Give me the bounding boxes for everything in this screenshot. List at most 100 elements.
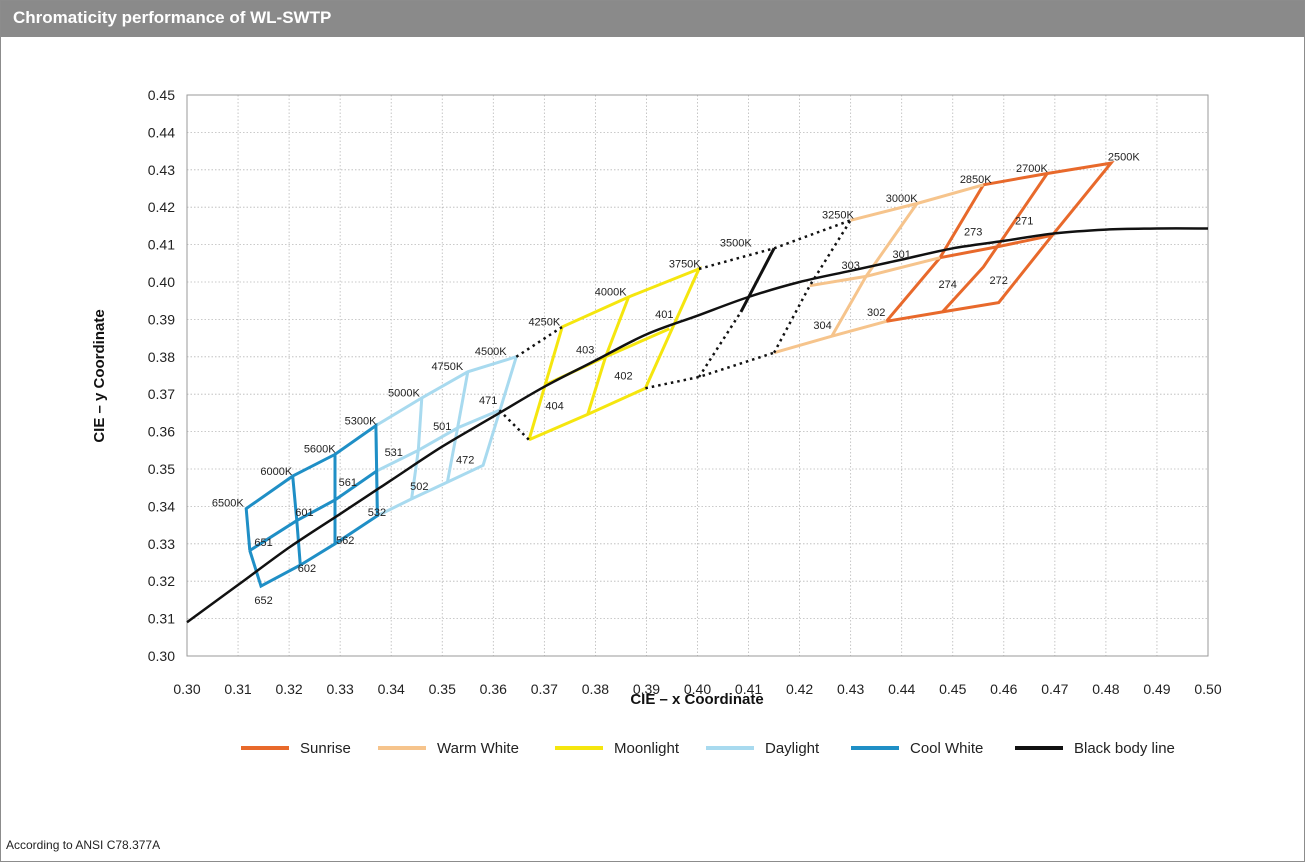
x-tick-label: 0.42 [786,681,813,697]
bin-label: 3000K [886,193,918,205]
y-tick-label: 0.45 [148,87,175,103]
series-3500k-line [739,247,776,313]
bin-label: 3250K [822,210,854,222]
y-tick-label: 0.33 [148,536,175,552]
bin-label: 304 [813,320,831,332]
bin-label: 5000K [388,387,420,399]
x-tick-label: 0.39 [633,681,660,697]
series-daylight-line [376,408,500,473]
y-tick-label: 0.37 [148,386,175,402]
legend-label: Moonlight [614,740,680,757]
bin-label: 303 [841,260,859,272]
bin-label: 2500K [1108,152,1140,164]
bin-label: 404 [545,400,563,412]
page-title: Chromaticity performance of WL-SWTP [13,8,332,27]
bin-label: 561 [339,477,357,489]
x-tick-label: 0.48 [1092,681,1119,697]
bin-label: 2850K [960,174,992,186]
bin-label: 4250K [528,316,560,328]
y-tick-label: 0.40 [148,274,175,290]
title-bar: Chromaticity performance of WL-SWTP [1,1,1304,37]
x-tick-label: 0.36 [480,681,507,697]
bin-label: 5600K [304,443,336,455]
bin-label: 274 [938,279,956,291]
axes: 0.30 0.31 0.32 0.33 0.34 0.35 0.36 0.37 0.38 0.39… [148,87,1222,697]
series-boundary-line [498,409,530,441]
bin-label: 402 [614,371,632,383]
y-tick-label: 0.32 [148,573,175,589]
bin-label: 302 [867,307,885,319]
bin-label: 562 [336,535,354,547]
x-tick-label: 0.49 [1143,681,1170,697]
bin-label: 6000K [260,466,292,478]
series-sunrise-line [939,233,1053,260]
series-sunrise-line [941,172,1049,313]
series-boundary-line [515,325,563,358]
x-axis-label: CIE – x Coordinate [630,691,763,708]
y-tick-label: 0.43 [148,162,175,178]
bin-label: 403 [576,344,594,356]
y-tick-label: 0.31 [148,611,175,627]
x-tick-label: 0.44 [888,681,915,697]
x-tick-label: 0.40 [684,681,711,697]
legend-label: Daylight [765,740,820,757]
x-tick-label: 0.34 [378,681,405,697]
bin-label: 652 [254,595,272,607]
bin-label: 3750K [669,258,701,270]
y-tick-label: 0.36 [148,424,175,440]
series-boundary-line [698,219,852,271]
bin-label: 502 [410,481,428,493]
x-tick-label: 0.46 [990,681,1017,697]
bin-label: 273 [964,227,982,239]
y-tick-label: 0.42 [148,199,175,215]
y-tick-label: 0.39 [148,311,175,327]
series-daylight-line [374,354,519,518]
grid [187,95,1208,656]
chromaticity-chart: 0.30 0.31 0.32 0.33 0.34 0.35 0.36 0.37 0.38 0.39… [91,87,1222,757]
x-tick-label: 0.32 [275,681,302,697]
plot-frame [186,94,1209,657]
bin-label: 532 [368,507,386,519]
bin-label: 501 [433,421,451,433]
bin-label: 471 [479,395,497,407]
y-tick-label: 0.34 [148,498,175,514]
series-warm-white-line [809,256,941,288]
bin-label: 4500K [475,346,507,358]
bin-label: 531 [385,447,403,459]
legend-label: Cool White [910,740,983,757]
x-tick-label: 0.41 [735,681,762,697]
x-tick-label: 0.50 [1194,681,1221,697]
legend-label: Black body line [1074,740,1175,757]
legend: Sunrise Warm White Moonlight Daylight Cool W… [241,740,1175,757]
x-tick-label: 0.45 [939,681,966,697]
bin-label: 4000K [595,286,627,298]
x-tick-label: 0.37 [531,681,558,697]
bin-label: 4750K [431,361,463,373]
black-body-line [186,227,1209,624]
bin-label: 651 [254,537,272,549]
bin-label: 301 [893,249,911,261]
y-axis-label: CIE – y Coordinate [91,309,108,442]
x-tick-label: 0.47 [1041,681,1068,697]
footnote: According to ANSI C78.377A [6,838,161,852]
bin-label: 401 [655,309,673,321]
bin-label: 271 [1015,215,1033,227]
legend-label: Sunrise [300,740,351,757]
annotations: 2500K 2700K 2850K 3000K 3250K 3500K 3750K 4000K… [212,152,1140,607]
bin-label: 601 [295,507,313,519]
bin-label: 272 [990,275,1008,287]
legend-label: Warm White [437,740,519,757]
series [186,160,1209,624]
y-tick-label: 0.38 [148,349,175,365]
bin-label: 472 [456,455,474,467]
series-boundary-line [697,311,742,378]
series-cool-white-line [248,469,378,552]
y-tick-label: 0.30 [148,648,175,664]
bin-label: 3500K [720,238,752,250]
x-tick-label: 0.38 [582,681,609,697]
bin-label: 5300K [345,415,377,427]
bin-label: 602 [298,563,316,575]
bin-label: 6500K [212,498,244,510]
x-tick-label: 0.33 [327,681,354,697]
